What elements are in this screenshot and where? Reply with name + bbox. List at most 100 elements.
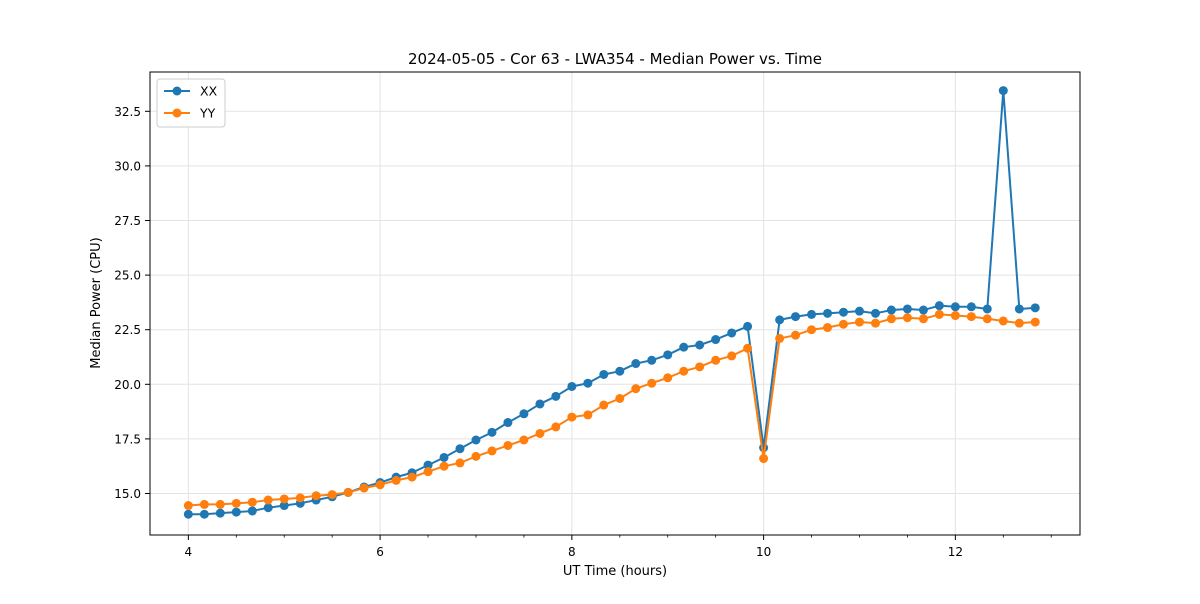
data-point-xx: [886, 305, 896, 315]
data-point-xx: [823, 308, 833, 318]
data-point-yy: [471, 451, 481, 461]
legend-label-xx: XX: [200, 84, 218, 99]
data-point-yy: [1030, 317, 1040, 327]
data-point-yy: [567, 412, 577, 422]
data-point-xx: [727, 328, 737, 338]
data-point-xx: [695, 340, 705, 350]
data-point-yy: [535, 428, 545, 438]
data-point-xx: [183, 509, 193, 519]
y-tick-label: 32.5: [114, 105, 141, 119]
x-tick-label: 6: [376, 545, 384, 559]
data-point-yy: [918, 314, 928, 324]
data-point-yy: [311, 491, 321, 501]
data-point-xx: [966, 302, 976, 312]
x-tick-label: 4: [185, 545, 193, 559]
data-point-xx: [807, 309, 817, 319]
y-tick-label: 27.5: [114, 214, 141, 228]
data-point-yy: [870, 318, 880, 328]
data-point-yy: [727, 351, 737, 361]
data-point-xx: [519, 409, 529, 419]
data-point-xx: [998, 86, 1008, 96]
data-point-xx: [263, 503, 273, 513]
data-point-yy: [551, 422, 561, 432]
data-point-yy: [695, 362, 705, 372]
y-tick-label: 30.0: [114, 159, 141, 173]
data-point-xx: [1030, 303, 1040, 313]
data-point-xx: [535, 399, 545, 409]
data-point-xx: [1014, 304, 1024, 314]
data-point-yy: [391, 475, 401, 485]
data-point-xx: [215, 508, 225, 518]
data-point-xx: [631, 359, 641, 369]
data-point-yy: [711, 355, 721, 365]
data-point-xx: [231, 507, 241, 517]
series-layer: [183, 86, 1040, 519]
data-point-yy: [199, 499, 209, 509]
data-point-yy: [838, 319, 848, 329]
data-point-yy: [279, 494, 289, 504]
data-point-xx: [503, 418, 513, 428]
axes: 4 6 8 10 12 15.0 17.5 20.0 22.5 25.0 27.5 30.0 32.5: [114, 105, 1052, 559]
data-point-xx: [647, 355, 657, 365]
data-point-yy: [455, 458, 465, 468]
data-point-yy: [327, 490, 337, 500]
data-point-xx: [439, 452, 449, 462]
data-point-yy: [759, 454, 769, 464]
data-point-yy: [902, 313, 912, 323]
data-point-yy: [423, 467, 433, 477]
data-point-xx: [663, 350, 673, 360]
x-tick-label: 12: [948, 545, 963, 559]
data-point-xx: [870, 308, 880, 318]
data-point-xx: [902, 304, 912, 314]
data-point-yy: [679, 366, 689, 376]
data-point-xx: [743, 321, 753, 331]
data-point-xx: [775, 315, 785, 325]
data-point-yy: [487, 446, 497, 456]
x-tick-label: 10: [756, 545, 771, 559]
data-point-yy: [950, 311, 960, 321]
data-point-yy: [823, 323, 833, 333]
legend-marker-yy: [172, 108, 182, 118]
data-point-xx: [551, 391, 561, 401]
data-point-yy: [231, 498, 241, 508]
data-point-xx: [455, 444, 465, 454]
data-point-xx: [934, 301, 944, 311]
plot-area-frame: [149, 71, 1081, 536]
data-point-yy: [743, 343, 753, 353]
data-point-yy: [343, 487, 353, 497]
data-point-xx: [615, 366, 625, 376]
data-point-yy: [295, 493, 305, 503]
data-point-xx: [199, 509, 209, 519]
data-point-yy: [359, 483, 369, 493]
data-point-xx: [487, 427, 497, 437]
data-point-xx: [567, 381, 577, 391]
series-line-yy: [188, 313, 1036, 507]
data-point-yy: [615, 394, 625, 404]
data-point-yy: [375, 480, 385, 490]
legend-marker-xx: [172, 86, 182, 96]
legend-label-yy: YY: [199, 106, 216, 121]
data-point-xx: [950, 302, 960, 312]
data-point-yy: [886, 314, 896, 324]
data-point-xx: [247, 506, 257, 516]
data-point-yy: [519, 435, 529, 445]
data-point-xx: [599, 369, 609, 379]
data-point-yy: [1014, 318, 1024, 328]
data-point-xx: [279, 501, 289, 511]
data-point-yy: [647, 378, 657, 388]
series-line-xx: [188, 89, 1036, 516]
data-point-xx: [838, 307, 848, 317]
data-point-yy: [439, 461, 449, 471]
data-point-yy: [663, 373, 673, 383]
data-point-xx: [423, 460, 433, 470]
y-tick-label: 15.0: [114, 487, 141, 501]
legend: XX YY: [156, 78, 226, 128]
y-tick-label: 25.0: [114, 269, 141, 283]
data-point-yy: [599, 400, 609, 410]
data-point-yy: [982, 314, 992, 324]
data-point-yy: [775, 333, 785, 343]
data-point-xx: [918, 305, 928, 315]
data-point-xx: [711, 335, 721, 345]
